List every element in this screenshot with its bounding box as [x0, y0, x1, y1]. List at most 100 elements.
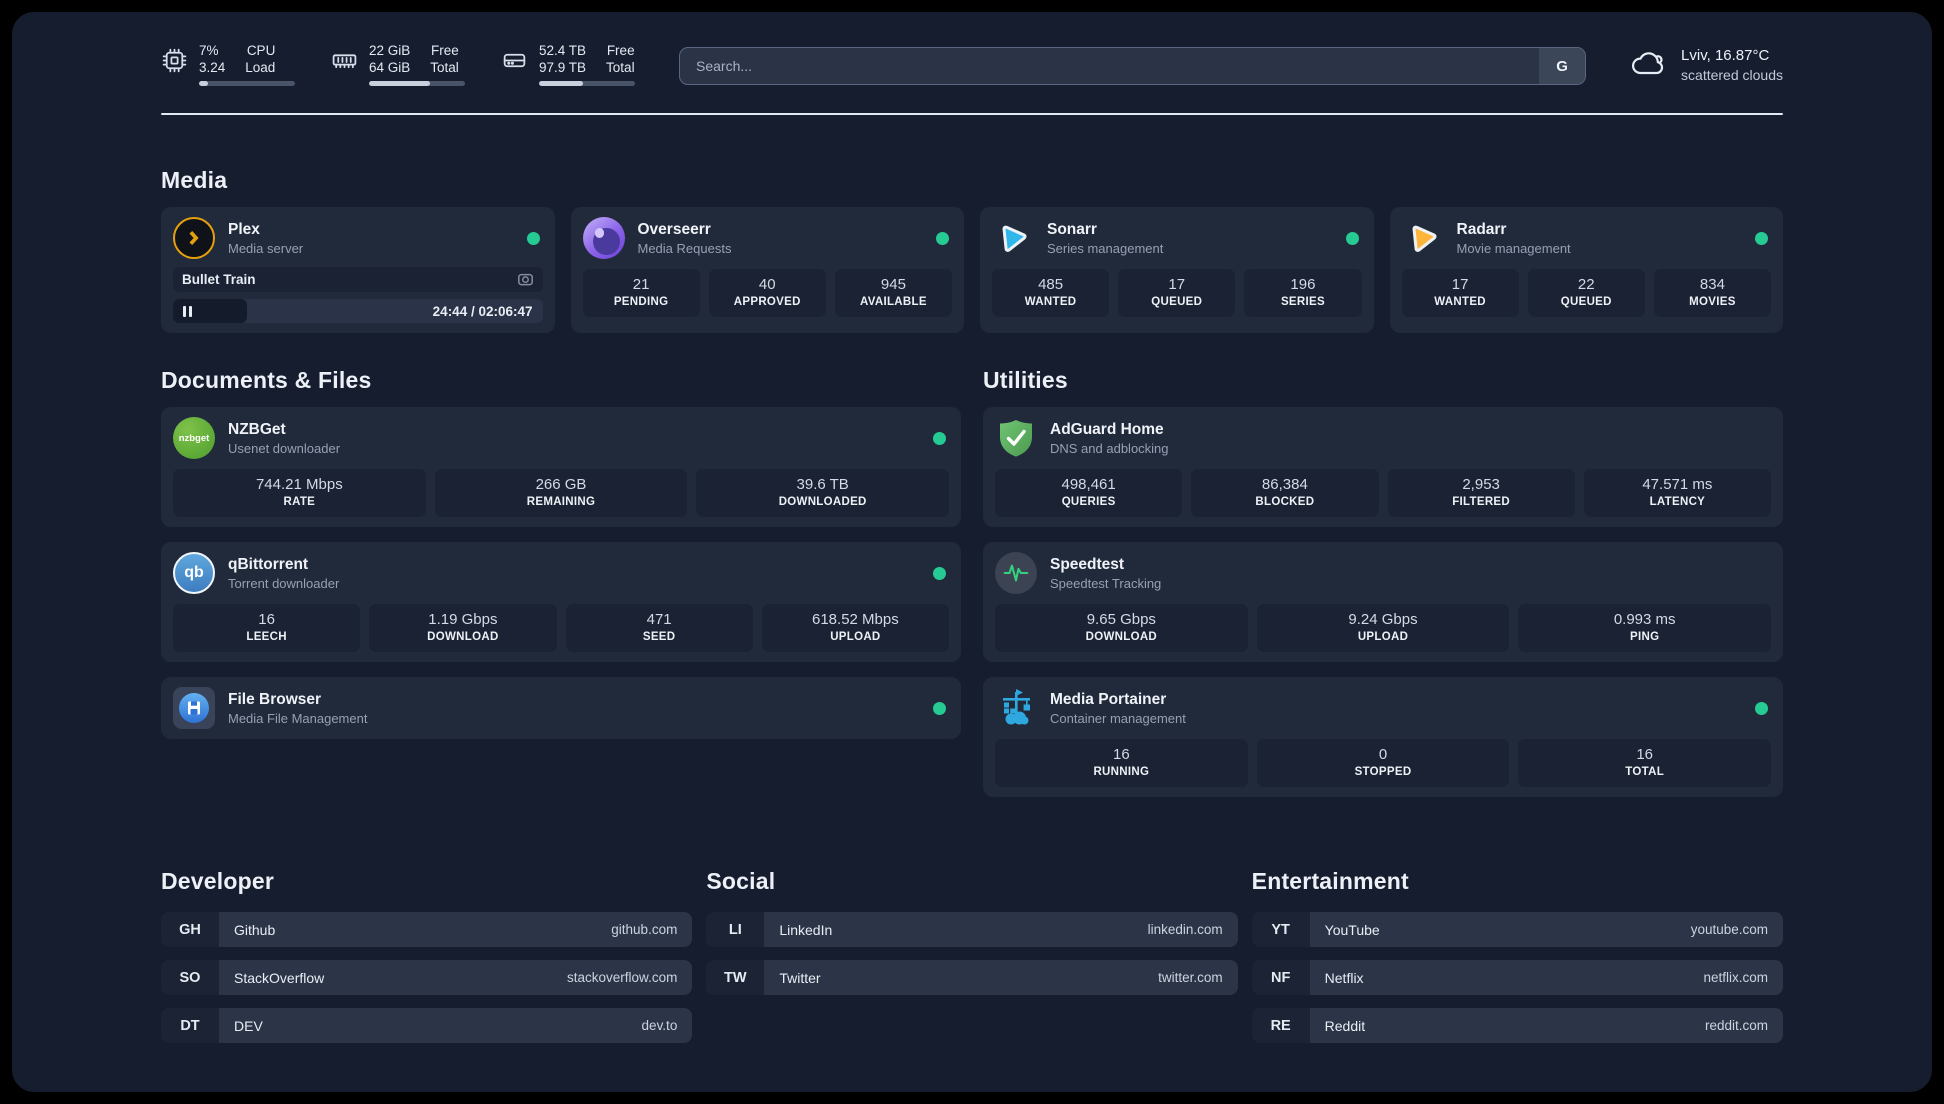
status-dot [1345, 231, 1359, 245]
service-subtitle: Container management [1050, 710, 1186, 726]
service-title: Media Portainer [1050, 690, 1167, 708]
bookmark-dev[interactable]: DT DEV dev.to [161, 1008, 693, 1043]
stat-upload: 9.24 Gbps UPLOAD [1256, 604, 1510, 652]
bookmark-url: linkedin.com [1147, 922, 1223, 937]
bookmark-abbr: GH [161, 912, 219, 947]
bookmark-url: youtube.com [1690, 922, 1768, 937]
stat-pending: 21 PENDING [582, 269, 700, 317]
bookmark-netflix[interactable]: NF Netflix netflix.com [1251, 960, 1783, 995]
section-title-entertainment: Entertainment [1251, 868, 1409, 894]
search-provider-button[interactable]: G [1539, 48, 1586, 84]
stat-latency: 47.571 ms LATENCY [1583, 469, 1771, 517]
overseerr-icon [582, 217, 625, 259]
weather-location-temp: Lviv, 16.87°C [1681, 47, 1770, 64]
stat-series: 196 SERIES [1244, 269, 1362, 317]
bookmark-url: reddit.com [1704, 1018, 1768, 1033]
service-subtitle: Series management [1047, 240, 1164, 256]
weather-condition: scattered clouds [1681, 67, 1783, 83]
cpu-value: 7% [199, 43, 219, 58]
service-card-radarr[interactable]: Radarr Movie management 17 WANTED 22 QUEUE… [1389, 207, 1783, 333]
bookmark-name: Twitter [779, 969, 821, 986]
bookmark-url: netflix.com [1703, 970, 1768, 985]
stat-upload: 618.52 Mbps UPLOAD [761, 604, 949, 652]
service-card-portainer[interactable]: Media Portainer Container management 16 R… [983, 677, 1783, 797]
bookmark-abbr: DT [161, 1008, 219, 1043]
bookmark-twitter[interactable]: TW Twitter twitter.com [706, 960, 1238, 995]
service-title: Plex [228, 220, 260, 238]
bookmark-abbr: LI [706, 912, 765, 947]
disk-widget: 52.4 TB 97.9 TB Free Total [501, 42, 635, 86]
service-card-overseerr[interactable]: Overseerr Media Requests 21 PENDING 40 APP… [570, 207, 964, 333]
speedtest-icon [995, 552, 1037, 594]
service-title: Speedtest [1050, 555, 1125, 573]
bookmark-abbr: NF [1251, 960, 1310, 995]
service-card-nzbget[interactable]: nzbget NZBGet Usenet downloader 744.21 M… [161, 407, 961, 527]
memory-total-value: 64 GiB [369, 60, 411, 75]
cpu-label: CPU [246, 43, 276, 58]
disk-free-label: Free [606, 43, 635, 58]
bookmark-abbr: SO [161, 960, 219, 995]
bookmark-reddit[interactable]: RE Reddit reddit.com [1251, 1008, 1783, 1043]
disk-free-value: 52.4 TB [539, 43, 587, 58]
nzbget-icon: nzbget [173, 417, 215, 459]
bookmark-name: Netflix [1324, 969, 1364, 986]
plex-icon [173, 217, 215, 259]
service-card-filebrowser[interactable]: File Browser Media File Management [161, 677, 961, 739]
section-title-developer: Developer [161, 868, 275, 894]
service-title: qBittorrent [228, 555, 309, 573]
service-title: File Browser [228, 690, 322, 708]
status-dot [933, 566, 946, 580]
disk-total-label: Total [606, 60, 635, 75]
service-card-sonarr[interactable]: Sonarr Series management 485 WANTED 17 QUE… [980, 207, 1374, 333]
service-subtitle: Usenet downloader [228, 440, 341, 456]
stat-download: 1.19 Gbps DOWNLOAD [369, 604, 557, 652]
cloud-icon [1632, 52, 1664, 75]
pause-icon [183, 305, 192, 317]
service-card-speedtest[interactable]: Speedtest Speedtest Tracking 9.65 Gbps DO… [983, 542, 1783, 662]
service-card-plex[interactable]: Plex Media server Bullet Train 24:44 / 0… [161, 207, 555, 333]
section-title-social: Social [706, 868, 776, 894]
service-subtitle: Movie management [1456, 240, 1571, 256]
disk-total-value: 97.9 TB [539, 60, 587, 75]
stat-stopped: 0 STOPPED [1256, 739, 1510, 787]
plex-progress-bar: 24:44 / 02:06:47 [173, 299, 543, 323]
stat-remaining: 266 GB REMAINING [434, 469, 688, 517]
memory-widget: 22 GiB 64 GiB Free Total [331, 42, 465, 86]
weather-widget[interactable]: Lviv, 16.87°C scattered clouds [1628, 45, 1783, 85]
stat-approved: 40 APPROVED [708, 269, 826, 317]
bookmark-abbr: TW [706, 960, 765, 995]
memory-progress-bar [369, 81, 465, 86]
bookmark-name: YouTube [1324, 921, 1380, 938]
section-title-media: Media [161, 167, 228, 193]
bookmark-youtube[interactable]: YT YouTube youtube.com [1251, 912, 1783, 947]
stat-running: 16 RUNNING [995, 739, 1248, 787]
stat-total: 16 TOTAL [1518, 739, 1772, 787]
status-dot [933, 431, 946, 445]
bookmark-stackoverflow[interactable]: SO StackOverflow stackoverflow.com [161, 960, 693, 995]
cpu-icon [162, 48, 187, 73]
memory-free-label: Free [431, 43, 459, 58]
bookmark-linkedin[interactable]: LI LinkedIn linkedin.com [706, 912, 1238, 947]
dashboard: 7% 3.24 CPU Load [12, 12, 1932, 1092]
stat-download: 9.65 Gbps DOWNLOAD [995, 604, 1248, 652]
topbar-divider [161, 113, 1783, 115]
stat-available: 945 AVAILABLE [834, 269, 953, 317]
adguard-icon [995, 417, 1037, 459]
service-card-adguard[interactable]: AdGuard Home DNS and adblocking 498,461 Q… [983, 407, 1783, 527]
bookmark-abbr: RE [1251, 1008, 1310, 1043]
stat-queued: 17 QUEUED [1118, 269, 1236, 317]
disk-progress-bar [539, 81, 635, 86]
bookmark-github[interactable]: GH Github github.com [161, 912, 693, 947]
portainer-icon [995, 687, 1037, 729]
stat-movies: 834 MOVIES [1653, 269, 1772, 317]
service-subtitle: Speedtest Tracking [1050, 575, 1162, 591]
status-dot [1755, 231, 1768, 245]
playback-time: 24:44 / 02:06:47 [432, 303, 533, 319]
service-card-qbittorrent[interactable]: qb qBittorrent Torrent downloader 16 LEEC… [161, 542, 961, 662]
search-input[interactable] [680, 48, 1540, 84]
radarr-icon [1402, 217, 1444, 259]
status-dot [933, 701, 946, 715]
filebrowser-icon [173, 687, 215, 729]
stat-blocked: 86,384 BLOCKED [1191, 469, 1379, 517]
service-subtitle: Media File Management [228, 710, 368, 726]
